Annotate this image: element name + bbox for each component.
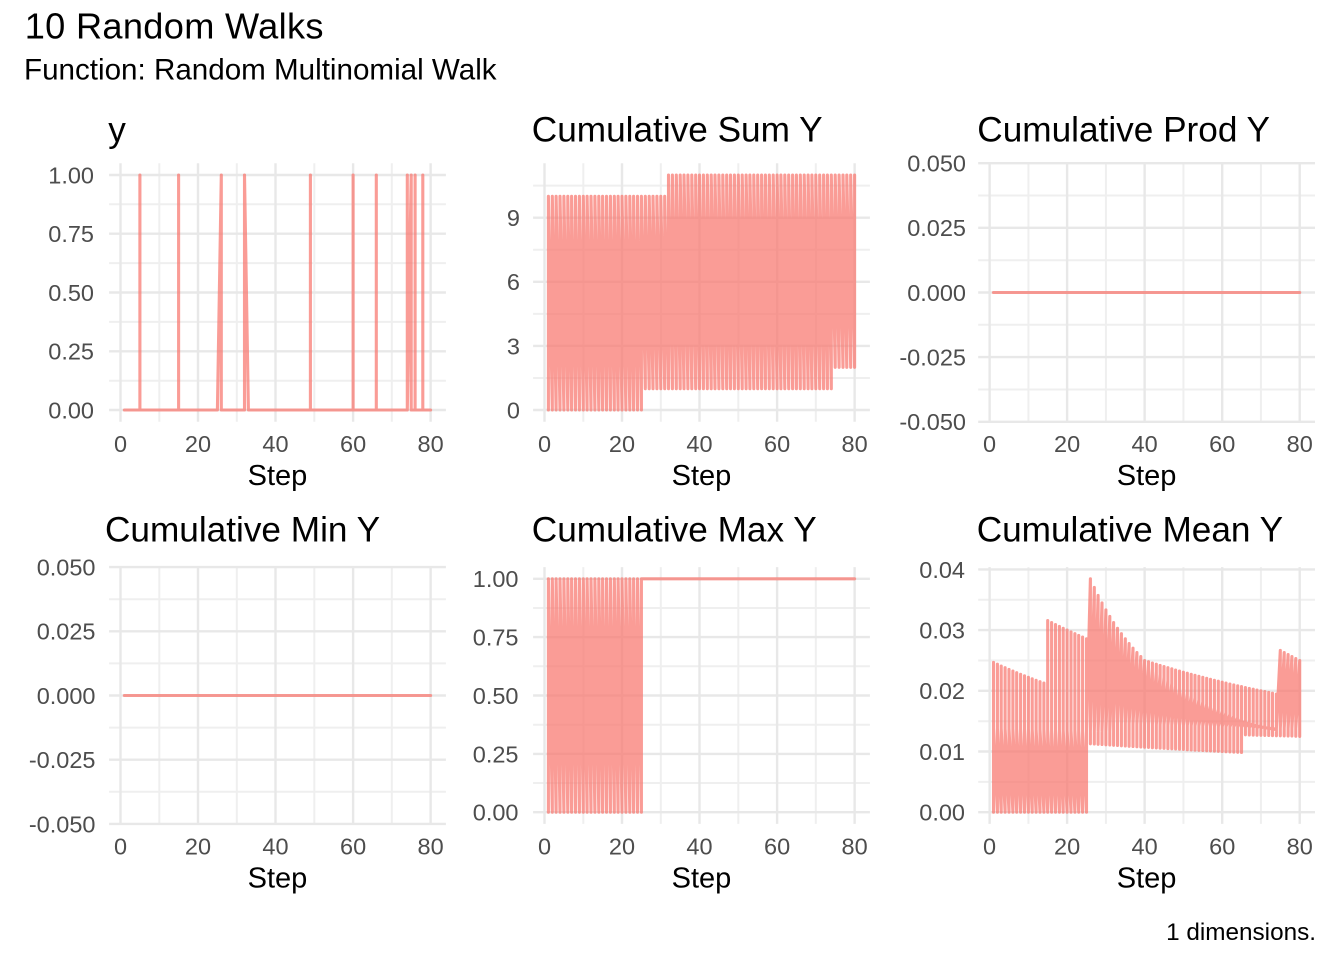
svg-text:9: 9 — [507, 205, 520, 231]
svg-text:Step: Step — [248, 863, 308, 895]
svg-text:0.03: 0.03 — [919, 618, 965, 644]
svg-text:0.00: 0.00 — [919, 800, 965, 826]
svg-text:10 Random Walks: 10 Random Walks — [25, 6, 324, 47]
svg-text:0.000: 0.000 — [37, 683, 96, 709]
svg-text:80: 80 — [418, 431, 444, 457]
svg-text:Step: Step — [672, 863, 732, 895]
svg-text:20: 20 — [1054, 431, 1080, 457]
svg-text:0.025: 0.025 — [37, 619, 96, 645]
svg-text:0.25: 0.25 — [48, 339, 94, 365]
svg-text:60: 60 — [764, 833, 790, 859]
svg-text:40: 40 — [262, 833, 288, 859]
svg-text:0.75: 0.75 — [473, 625, 519, 651]
svg-text:Cumulative Prod Y: Cumulative Prod Y — [977, 111, 1270, 150]
svg-text:40: 40 — [686, 431, 712, 457]
svg-text:Function: Random Multinomial W: Function: Random Multinomial Walk — [24, 54, 497, 87]
svg-text:0: 0 — [538, 833, 551, 859]
svg-text:20: 20 — [1054, 833, 1080, 859]
svg-text:0.00: 0.00 — [473, 800, 519, 826]
svg-text:60: 60 — [1209, 431, 1235, 457]
svg-text:0.50: 0.50 — [473, 683, 519, 709]
svg-text:0.01: 0.01 — [919, 739, 965, 765]
svg-text:Step: Step — [672, 460, 732, 492]
svg-text:20: 20 — [609, 833, 635, 859]
svg-text:80: 80 — [1287, 833, 1313, 859]
svg-text:Step: Step — [1117, 460, 1177, 492]
svg-text:80: 80 — [842, 833, 868, 859]
svg-text:1 dimensions.: 1 dimensions. — [1166, 919, 1316, 946]
svg-text:0: 0 — [507, 397, 520, 423]
svg-text:1.00: 1.00 — [473, 566, 519, 592]
svg-text:60: 60 — [1209, 833, 1235, 859]
svg-text:60: 60 — [340, 833, 366, 859]
svg-text:0.000: 0.000 — [907, 280, 966, 306]
svg-text:-0.025: -0.025 — [29, 747, 96, 773]
svg-text:40: 40 — [262, 431, 288, 457]
svg-text:0.75: 0.75 — [48, 221, 94, 247]
svg-text:6: 6 — [507, 269, 520, 295]
svg-text:0.02: 0.02 — [919, 678, 965, 704]
svg-text:Cumulative Min Y: Cumulative Min Y — [105, 510, 380, 549]
svg-text:40: 40 — [686, 833, 712, 859]
svg-text:80: 80 — [418, 833, 444, 859]
svg-text:Cumulative Max Y: Cumulative Max Y — [532, 510, 817, 549]
svg-text:y: y — [108, 111, 126, 150]
svg-text:80: 80 — [1287, 431, 1313, 457]
svg-text:20: 20 — [609, 431, 635, 457]
svg-text:20: 20 — [185, 833, 211, 859]
svg-text:80: 80 — [842, 431, 868, 457]
svg-text:0.050: 0.050 — [907, 151, 966, 177]
svg-text:60: 60 — [764, 431, 790, 457]
svg-text:0: 0 — [983, 431, 996, 457]
svg-text:40: 40 — [1132, 431, 1158, 457]
svg-text:0: 0 — [114, 833, 127, 859]
svg-text:Step: Step — [248, 460, 308, 492]
svg-text:60: 60 — [340, 431, 366, 457]
svg-text:0.04: 0.04 — [919, 557, 965, 583]
svg-text:Step: Step — [1117, 863, 1177, 895]
svg-text:Cumulative Sum Y: Cumulative Sum Y — [532, 111, 823, 150]
svg-text:Cumulative Mean Y: Cumulative Mean Y — [977, 510, 1283, 549]
svg-text:3: 3 — [507, 333, 520, 359]
svg-text:0: 0 — [114, 431, 127, 457]
svg-text:0.050: 0.050 — [37, 555, 96, 581]
svg-text:0.025: 0.025 — [907, 215, 966, 241]
svg-text:0: 0 — [983, 833, 996, 859]
svg-text:0.25: 0.25 — [473, 741, 519, 767]
svg-text:20: 20 — [185, 431, 211, 457]
svg-text:0.00: 0.00 — [48, 397, 94, 423]
svg-text:-0.025: -0.025 — [899, 345, 966, 371]
svg-text:1.00: 1.00 — [48, 162, 94, 188]
svg-text:-0.050: -0.050 — [29, 811, 96, 837]
svg-text:40: 40 — [1132, 833, 1158, 859]
svg-text:0.50: 0.50 — [48, 280, 94, 306]
svg-text:-0.050: -0.050 — [899, 409, 966, 435]
svg-text:0: 0 — [538, 431, 551, 457]
